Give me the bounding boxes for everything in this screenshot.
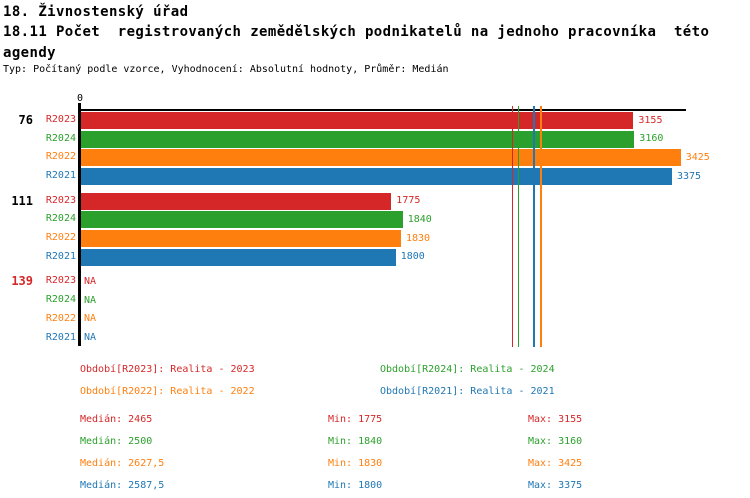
stat-max: Max: 3155 bbox=[528, 414, 583, 425]
bar bbox=[80, 149, 681, 167]
stat-median: Medián: 2627,5 bbox=[80, 458, 165, 469]
y-axis-line bbox=[78, 103, 81, 346]
x-axis-line bbox=[80, 109, 686, 111]
series-label: R2021 bbox=[45, 170, 76, 182]
bar bbox=[80, 168, 672, 186]
bar bbox=[80, 248, 396, 266]
series-label: R2024 bbox=[45, 294, 76, 306]
indicator-subtitle: 18.11 Počet registrovaných zemědělských … bbox=[3, 24, 710, 40]
stat-min: Min: 1800 bbox=[328, 480, 383, 491]
bar-value-label: 1775 bbox=[396, 195, 421, 207]
stat-median: Medián: 2500 bbox=[80, 436, 153, 447]
stat-max: Max: 3160 bbox=[528, 436, 583, 447]
series-label: R2021 bbox=[45, 250, 76, 262]
group-label: 76 bbox=[18, 113, 33, 127]
series-label: R2023 bbox=[45, 275, 76, 287]
median-line bbox=[511, 106, 514, 347]
bar-value-na-label: NA bbox=[84, 275, 97, 287]
group-label: 111 bbox=[11, 193, 33, 208]
series-label: R2021 bbox=[45, 331, 76, 343]
median-line bbox=[540, 106, 542, 347]
bar-value-na-label: NA bbox=[84, 294, 97, 306]
stat-min: Min: 1830 bbox=[328, 458, 383, 469]
bar bbox=[80, 230, 401, 248]
stat-median: Medián: 2587,5 bbox=[80, 480, 165, 491]
stat-max: Max: 3375 bbox=[528, 480, 583, 491]
bar-value-na-label: NA bbox=[84, 313, 97, 325]
group-label: 139 bbox=[11, 274, 33, 289]
series-label: R2022 bbox=[45, 232, 76, 244]
series-label: R2022 bbox=[45, 312, 76, 324]
series-label: R2023 bbox=[45, 194, 76, 206]
bar-value-label: 1840 bbox=[407, 213, 432, 225]
stat-min: Min: 1840 bbox=[328, 436, 383, 447]
bar-value-label: 3375 bbox=[677, 170, 702, 182]
legend-item: Období[R2023]: Realita - 2023 bbox=[80, 364, 255, 375]
legend-item: Období[R2022]: Realita - 2022 bbox=[80, 386, 255, 397]
bar bbox=[80, 211, 403, 229]
bar-value-label: 3425 bbox=[685, 151, 710, 163]
stat-max: Max: 3425 bbox=[528, 458, 583, 469]
series-label: R2023 bbox=[45, 114, 76, 125]
bar-value-label: 1800 bbox=[400, 251, 425, 263]
bar-value-label: 3155 bbox=[638, 114, 663, 126]
stat-median: Medián: 2465 bbox=[80, 414, 153, 425]
page-title: 18. Živnostenský úřad bbox=[3, 4, 189, 20]
indicator-subtitle-wrap: agendy bbox=[3, 45, 56, 61]
chart-meta-line: Typ: Počítaný podle vzorce, Vyhodnocení:… bbox=[3, 64, 449, 75]
median-line bbox=[517, 106, 520, 347]
bar bbox=[80, 192, 392, 210]
x-axis-zero-label: 0 bbox=[76, 93, 84, 104]
legend-item: Období[R2024]: Realita - 2024 bbox=[380, 364, 555, 375]
series-label: R2022 bbox=[45, 151, 76, 163]
stat-min: Min: 1775 bbox=[328, 414, 383, 425]
median-line bbox=[533, 106, 535, 347]
bar-value-label: 3160 bbox=[639, 133, 664, 145]
bar-value-na-label: NA bbox=[84, 332, 97, 343]
bar bbox=[80, 130, 635, 148]
series-label: R2024 bbox=[45, 132, 76, 144]
bar-value-label: 1830 bbox=[406, 232, 431, 244]
series-label: R2024 bbox=[45, 213, 76, 225]
bar bbox=[80, 112, 634, 129]
legend-item: Období[R2021]: Realita - 2021 bbox=[380, 386, 555, 397]
